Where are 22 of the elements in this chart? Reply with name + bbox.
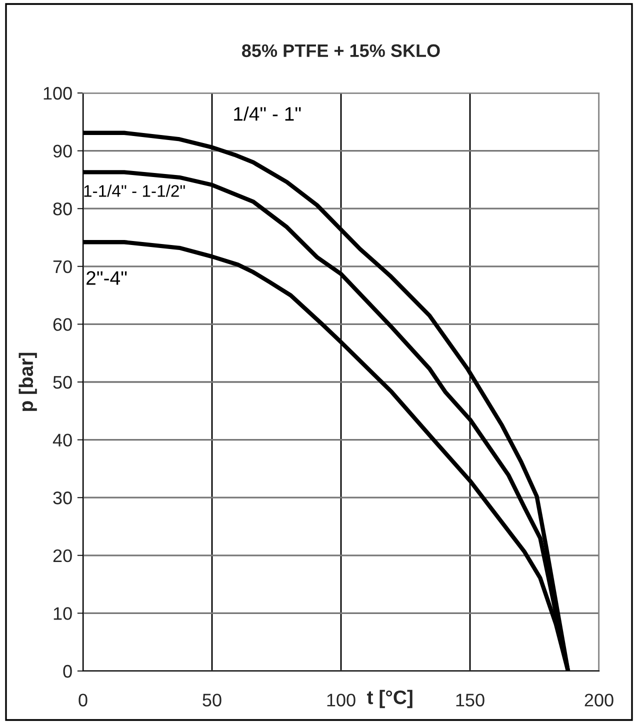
y-tick-label: 80 <box>53 202 72 216</box>
x-tick-label: 100 <box>327 694 356 706</box>
y-tick-label: 100 <box>44 86 72 100</box>
x-axis-title: t [°C] <box>367 690 412 708</box>
y-tick-label: 0 <box>63 664 72 678</box>
y-tick-label: 60 <box>53 318 72 331</box>
series-label: 1-1/4" - 1-1/2" <box>84 184 185 197</box>
y-tick-label: 30 <box>53 492 72 504</box>
y-axis-title: p [bar] <box>18 352 37 411</box>
series-label: 1/4" - 1" <box>234 106 301 121</box>
y-tick-label: 20 <box>53 549 72 562</box>
y-tick-label: 40 <box>52 434 72 447</box>
y-tick-label: 10 <box>54 607 72 620</box>
chart-title: 85% PTFE + 15% SKLO <box>242 44 440 58</box>
y-tick-label: 90 <box>53 144 72 158</box>
series-label: 2"-4" <box>86 271 127 285</box>
x-tick-label: 200 <box>584 694 614 706</box>
y-tick-label: 50 <box>53 376 72 389</box>
x-tick-label: 0 <box>78 694 88 706</box>
x-tick-label: 150 <box>456 694 484 706</box>
y-tick-label: 70 <box>53 260 72 274</box>
x-tick-label: 50 <box>202 694 222 706</box>
